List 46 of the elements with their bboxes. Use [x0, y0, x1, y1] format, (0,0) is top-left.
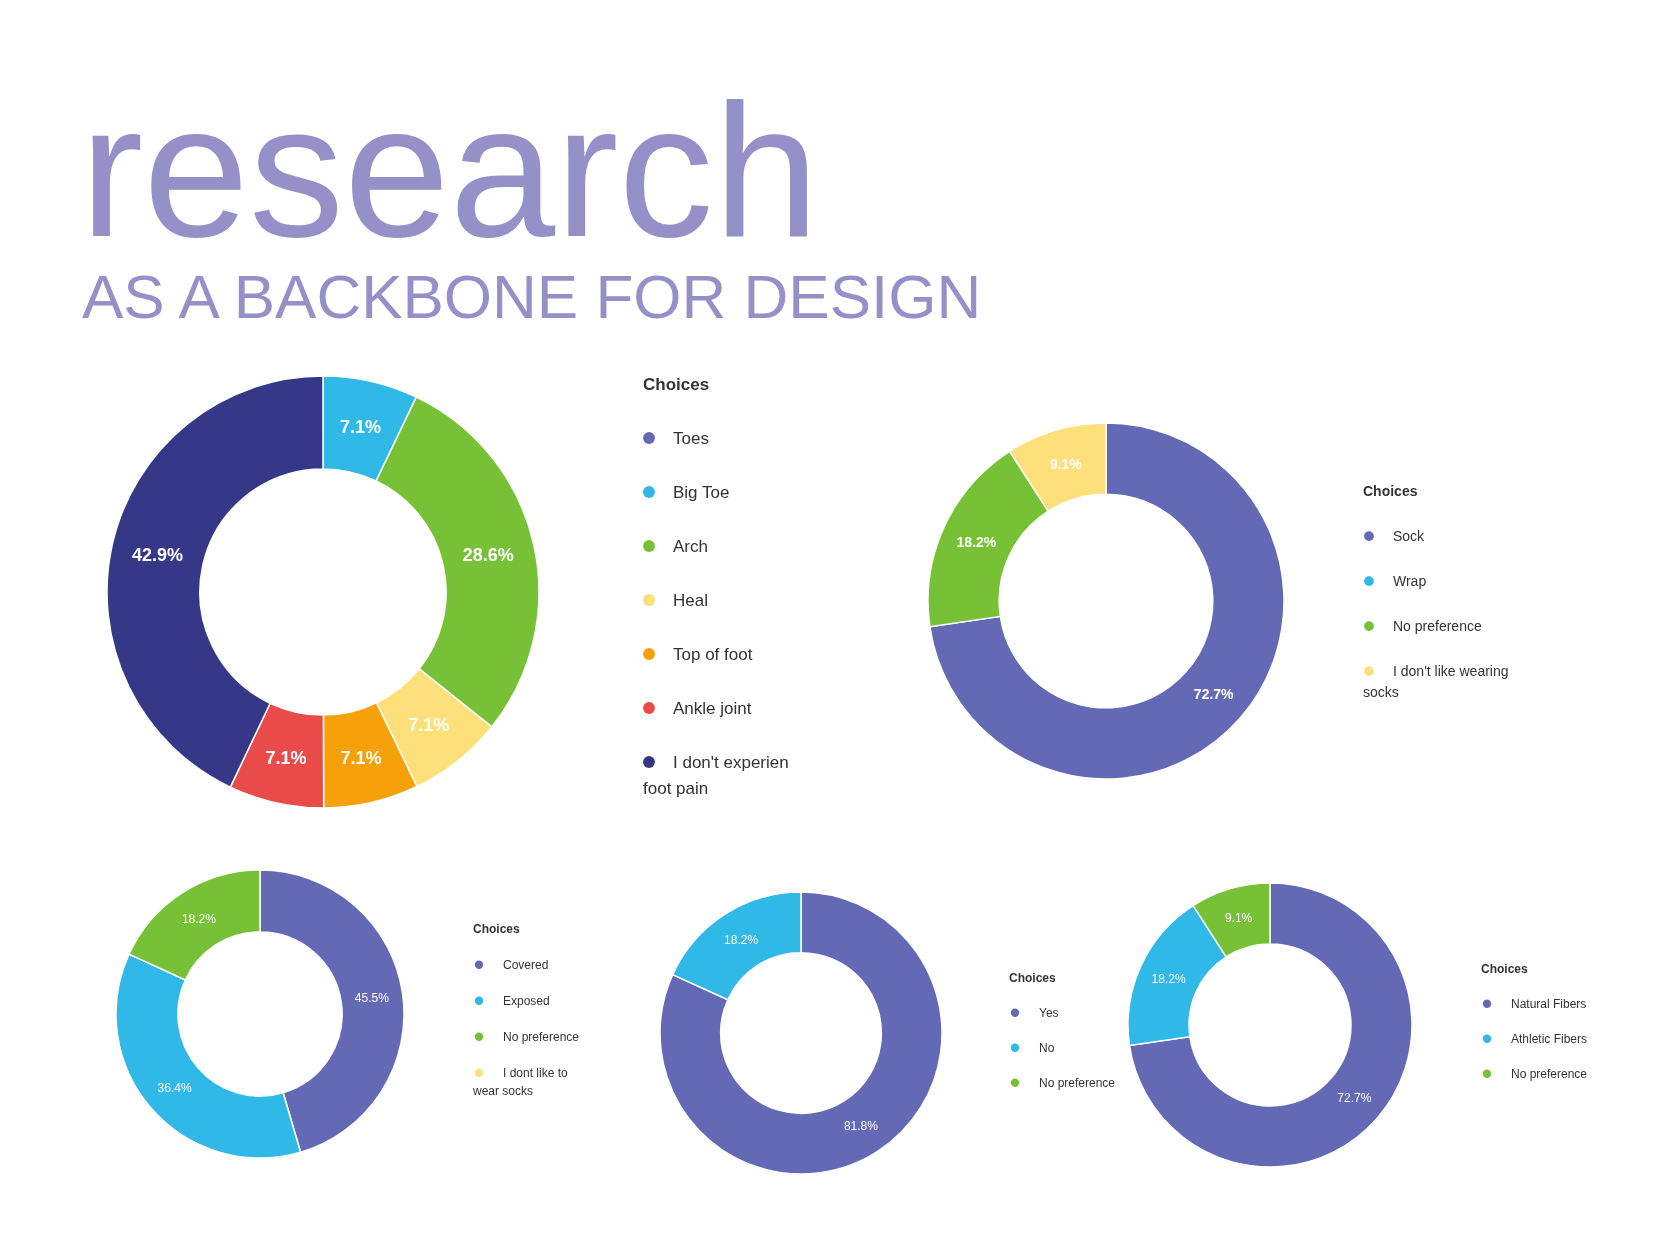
- donut-slice: [659, 891, 943, 1175]
- data-label: 18.2%: [1151, 972, 1186, 987]
- legend-label: Big Toe: [673, 483, 730, 502]
- legend-title: Choices: [473, 922, 521, 936]
- legend-label: I dont like to wear socks: [472, 1066, 569, 1098]
- donut-slice: [1128, 882, 1413, 1168]
- data-label: 7.1%: [408, 714, 450, 735]
- data-label: 36.4%: [157, 1081, 192, 1096]
- data-label: 7.1%: [265, 747, 307, 768]
- legend-title: Choices: [643, 375, 710, 394]
- legend-label: Athletic Fibers: [1511, 1032, 1588, 1046]
- legend-label: Covered: [503, 958, 549, 972]
- data-label: 7.1%: [340, 416, 382, 437]
- legend-label: Arch: [673, 537, 708, 556]
- data-label: 81.8%: [843, 1119, 879, 1134]
- legend-label: Sock: [1393, 528, 1426, 544]
- legend-title: Choices: [1481, 962, 1529, 976]
- legend-label: Natural Fibers: [1511, 997, 1587, 1011]
- legend-label: No preference: [503, 1030, 580, 1044]
- data-label: 18.2%: [181, 912, 217, 927]
- legend-label: No preference: [1511, 1067, 1588, 1081]
- legend-label: Exposed: [503, 994, 550, 1008]
- legend-label: Ankle joint: [673, 699, 752, 718]
- data-label: 18.2%: [956, 533, 997, 550]
- legend-label: Heal: [673, 591, 708, 610]
- legend-title: Choices: [1363, 483, 1418, 499]
- data-label: 42.9%: [132, 545, 184, 566]
- legend-label: Top of foot: [673, 645, 753, 664]
- legend-label: I don't experien foot pain: [643, 753, 789, 798]
- legend-label: No preference: [1039, 1076, 1116, 1090]
- data-label: 28.6%: [462, 544, 514, 565]
- data-label: 7.1%: [340, 747, 382, 768]
- legend-label: Wrap: [1393, 573, 1427, 589]
- legend-label: I don't like wearing socks: [1363, 663, 1509, 700]
- data-label: 9.1%: [1049, 456, 1083, 473]
- legend-label: No: [1039, 1041, 1055, 1055]
- data-label: 9.1%: [1224, 911, 1253, 926]
- legend-label: Yes: [1039, 1006, 1059, 1020]
- data-label: 72.7%: [1193, 686, 1235, 703]
- data-label: 45.5%: [354, 991, 390, 1006]
- legend-label: No preference: [1393, 618, 1482, 634]
- legend-label: Toes: [673, 429, 709, 448]
- data-label: 72.7%: [1337, 1091, 1372, 1106]
- donut-slice: [929, 422, 1285, 780]
- legend-title: Choices: [1009, 971, 1057, 985]
- data-label: 18.2%: [724, 933, 759, 948]
